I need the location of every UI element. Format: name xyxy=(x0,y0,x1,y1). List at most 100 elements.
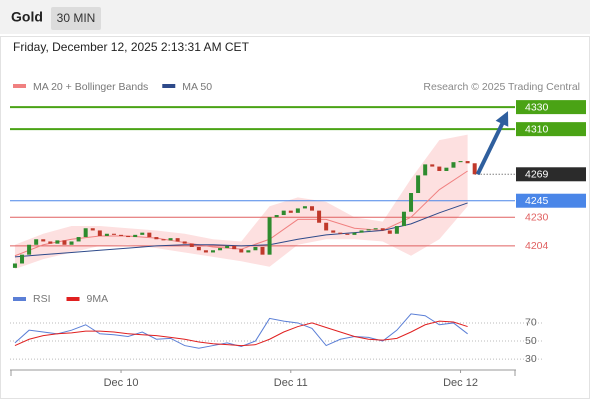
level-box xyxy=(516,122,586,137)
candle xyxy=(147,232,152,238)
candle xyxy=(444,167,449,171)
candle xyxy=(27,244,32,255)
candle xyxy=(62,240,67,245)
y-tick-label: 70 xyxy=(525,317,537,329)
candle xyxy=(373,228,378,230)
candle xyxy=(267,217,272,255)
candle xyxy=(189,243,194,247)
candle xyxy=(295,208,300,213)
candle xyxy=(161,239,166,241)
candle xyxy=(430,164,435,167)
candle xyxy=(260,246,265,255)
level-label: 4204 xyxy=(525,240,549,252)
candle xyxy=(218,248,223,251)
source-credit: Research © 2025 Trading Central xyxy=(423,81,580,93)
legend-swatch xyxy=(13,84,26,88)
level-label: 4269 xyxy=(525,169,549,181)
candle xyxy=(472,163,477,175)
bollinger-band xyxy=(14,134,468,269)
candle xyxy=(48,241,53,244)
y-tick-label: 30 xyxy=(525,353,537,365)
candle xyxy=(380,228,385,231)
level-label: 4245 xyxy=(525,195,549,207)
y-tick-label: 50 xyxy=(525,335,537,347)
legend-swatch xyxy=(66,297,80,301)
candle xyxy=(359,230,364,233)
candle xyxy=(253,246,258,251)
level-box xyxy=(516,193,586,208)
candle xyxy=(83,228,88,238)
x-tick-label: Dec 10 xyxy=(104,377,139,389)
candle xyxy=(409,193,414,212)
candle xyxy=(394,226,399,234)
legend-label: MA 20 + Bollinger Bands xyxy=(33,81,148,93)
candle xyxy=(76,237,81,242)
x-tick-label: Dec 11 xyxy=(274,377,308,389)
indicator-line xyxy=(14,313,468,349)
candle xyxy=(20,254,25,264)
candle xyxy=(97,230,102,236)
candle xyxy=(324,222,329,231)
candle xyxy=(119,234,124,236)
candle xyxy=(41,239,46,242)
candle xyxy=(387,230,392,234)
candle xyxy=(366,229,371,231)
candle xyxy=(210,250,215,253)
candle xyxy=(302,206,307,209)
candle xyxy=(232,245,237,250)
timestamp: Friday, December 12, 2025 2:13:31 AM CET xyxy=(13,40,250,54)
candle xyxy=(281,210,286,216)
projection-arrow xyxy=(475,117,507,176)
candle xyxy=(310,206,315,211)
candle xyxy=(416,175,421,194)
legend-swatch xyxy=(162,84,176,88)
level-label: 4230 xyxy=(525,212,549,224)
candle xyxy=(55,240,60,244)
candle xyxy=(437,166,442,171)
candle xyxy=(274,215,279,218)
candle xyxy=(175,238,180,242)
interval-button[interactable] xyxy=(51,7,101,30)
candle xyxy=(140,232,145,235)
candle xyxy=(345,233,350,235)
candle xyxy=(69,241,74,245)
candle xyxy=(34,239,39,245)
candle xyxy=(451,162,456,168)
instrument-title: Gold xyxy=(11,9,43,25)
arrow-head xyxy=(495,111,509,127)
indicator-line xyxy=(14,320,468,347)
candle xyxy=(458,161,463,163)
level-box xyxy=(516,100,586,115)
candle xyxy=(246,250,251,253)
candle xyxy=(126,235,131,238)
candle xyxy=(423,164,428,176)
level-label: 4310 xyxy=(525,123,549,135)
candle xyxy=(401,211,406,227)
candle xyxy=(90,228,95,231)
legend-label: 9MA xyxy=(87,293,109,305)
moving-average xyxy=(14,202,468,258)
candle xyxy=(133,234,138,238)
candle xyxy=(239,249,244,253)
legend-swatch xyxy=(13,297,26,301)
candle xyxy=(352,232,357,235)
legend-label: MA 50 xyxy=(182,81,212,93)
candle xyxy=(111,233,116,235)
candle xyxy=(465,161,470,164)
candle xyxy=(203,250,208,253)
candle xyxy=(104,233,109,236)
level-box xyxy=(516,167,586,182)
legend-label: RSI xyxy=(33,293,51,305)
candle xyxy=(168,238,173,241)
x-tick-label: Dec 12 xyxy=(443,377,478,389)
candle xyxy=(317,210,322,223)
interval-label[interactable]: 30 MIN xyxy=(57,11,96,25)
candle xyxy=(154,237,159,240)
candle xyxy=(225,245,230,249)
candle xyxy=(331,230,336,233)
level-label: 4330 xyxy=(525,101,549,113)
candle xyxy=(182,241,187,244)
candle xyxy=(338,232,343,234)
